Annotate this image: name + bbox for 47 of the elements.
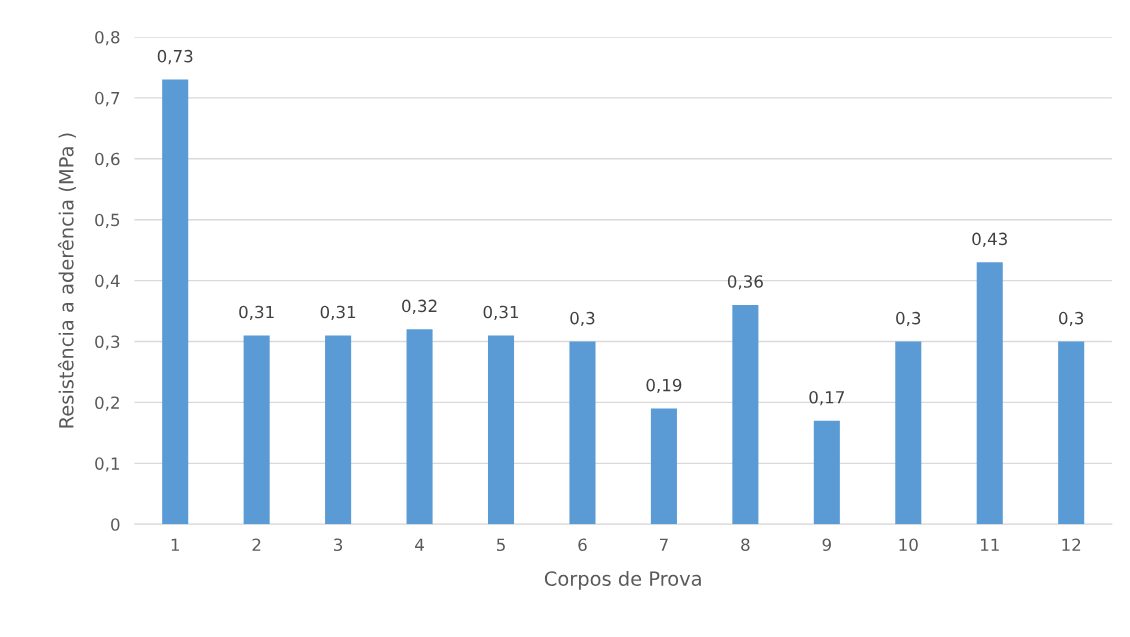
x-tick-label: 11 [980, 538, 999, 551]
data-label: 0,36 [727, 275, 763, 290]
y-tick-label: 0,8 [95, 30, 120, 46]
x-axis-title: Corpos de Prova [544, 570, 701, 590]
data-label: 0,19 [646, 378, 682, 394]
data-label: 0,3 [896, 311, 921, 327]
y-tick-label: 0,4 [95, 274, 120, 289]
data-label: 0,31 [239, 305, 274, 320]
y-tick-label: 0,3 [95, 335, 120, 350]
x-tick-label: 4 [415, 538, 424, 551]
bar [976, 262, 1003, 525]
data-label: 0,17 [809, 390, 844, 406]
y-tick-label: 0 [111, 518, 120, 531]
x-tick-label: 2 [252, 538, 261, 551]
x-tick-label: 1 [171, 538, 179, 551]
bar [732, 304, 759, 525]
x-tick-label: 7 [659, 538, 668, 551]
data-label: 0,73 [157, 49, 193, 65]
bar [325, 335, 352, 525]
y-tick-label: 0,5 [95, 213, 120, 228]
y-axis-title: Resistência a aderência (MPa ) [57, 133, 76, 428]
bar [650, 408, 677, 525]
bar [162, 79, 189, 525]
y-tick-label: 0,6 [95, 152, 120, 168]
x-tick-label: 12 [1062, 538, 1081, 551]
y-tick-label: 0,7 [95, 91, 120, 107]
data-label: 0,3 [570, 311, 595, 327]
x-tick-label: 9 [822, 538, 831, 552]
x-tick-label: 5 [497, 538, 505, 552]
bar [406, 329, 433, 525]
y-tick-label: 0,1 [95, 457, 120, 472]
data-label: 0,43 [972, 232, 1007, 247]
data-label: 0,31 [483, 305, 519, 320]
data-label: 0,3 [1059, 311, 1084, 327]
bar [1058, 341, 1085, 525]
bar [243, 335, 270, 525]
bar [487, 335, 515, 525]
x-tick-label: 6 [578, 538, 587, 552]
bar [895, 341, 922, 525]
x-tick-label: 8 [741, 538, 750, 552]
bar [813, 420, 840, 525]
y-tick-label: 0,2 [95, 396, 119, 411]
bar [569, 341, 596, 525]
x-tick-label: 3 [334, 538, 343, 552]
data-label: 0,31 [320, 305, 356, 320]
x-tick-label: 10 [899, 538, 918, 552]
data-label: 0,32 [402, 299, 437, 314]
